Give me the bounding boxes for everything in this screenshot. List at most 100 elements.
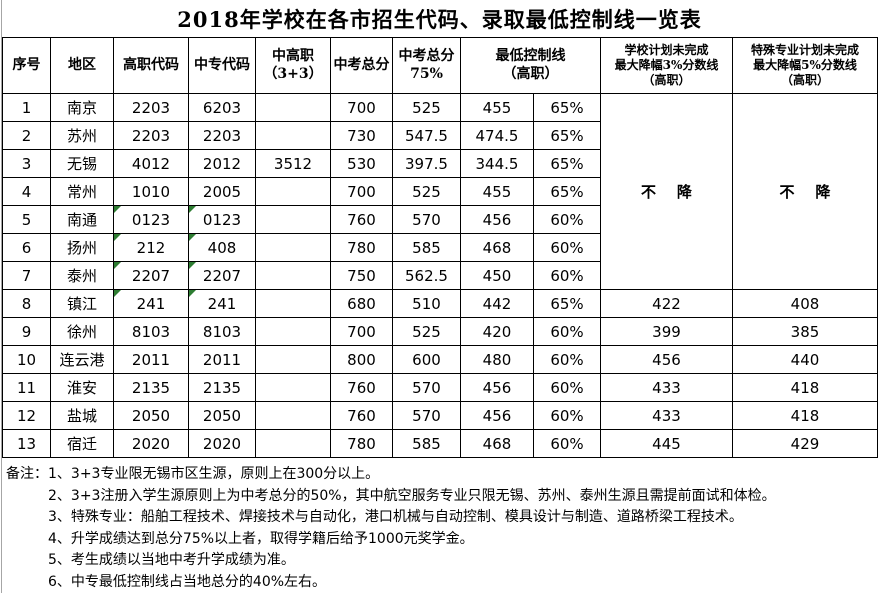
cell-special-plan-line: 418 bbox=[732, 373, 878, 402]
cell-zhongkao-total: 730 bbox=[330, 121, 393, 150]
cell-min-control-line: 344.5 bbox=[460, 149, 534, 178]
cell-min-control-pct: 65% bbox=[533, 121, 601, 150]
cell-zhonggaozhi bbox=[255, 429, 331, 458]
error-indicator-triangle bbox=[189, 206, 196, 213]
cell-gaozhi-code: 4012 bbox=[113, 149, 189, 178]
cell-zhongkao-75: 600 bbox=[392, 345, 461, 374]
cell-gaozhi-code: 2020 bbox=[113, 429, 189, 458]
error-indicator-triangle bbox=[189, 234, 196, 241]
cell-min-control-pct: 60% bbox=[533, 345, 601, 374]
header-index: 序号 bbox=[2, 37, 51, 94]
cell-zhongkao-75: 397.5 bbox=[392, 149, 461, 178]
cell-min-control-pct: 65% bbox=[533, 93, 601, 122]
cell-zhongkao-75: 510 bbox=[392, 289, 461, 318]
table-row: 5 南通 0123 0123 760 570 456 60% bbox=[2, 205, 878, 234]
table-row: 3 无锡 4012 2012 3512 530 397.5 344.5 65% bbox=[2, 149, 878, 178]
cell-index: 6 bbox=[2, 233, 51, 262]
header-zhongkao-75: 中考总分 75% bbox=[392, 37, 461, 94]
cell-zhonggaozhi bbox=[255, 317, 331, 346]
cell-zhongkao-total: 800 bbox=[330, 345, 393, 374]
error-indicator-triangle bbox=[114, 262, 121, 269]
cell-gaozhi-code: 2203 bbox=[113, 121, 189, 150]
cell-min-control-pct: 60% bbox=[533, 373, 601, 402]
cell-region: 南通 bbox=[50, 205, 114, 234]
cell-min-control-pct: 65% bbox=[533, 177, 601, 206]
cell-min-control-line: 474.5 bbox=[460, 121, 534, 150]
cell-zhongkao-75: 585 bbox=[392, 429, 461, 458]
cell-min-control-pct: 60% bbox=[533, 401, 601, 430]
cell-zhongkao-75: 570 bbox=[392, 373, 461, 402]
cell-zhonggaozhi: 3512 bbox=[255, 149, 331, 178]
header-region: 地区 bbox=[50, 37, 114, 94]
cell-zhongkao-total: 760 bbox=[330, 373, 393, 402]
cell-zhonggaozhi bbox=[255, 93, 331, 122]
notes: 备注：1、3+3专业限无锡市区生源，原则上在300分以上。 2、3+3注册入学生源… bbox=[6, 464, 876, 593]
cell-zhonggaozhi bbox=[255, 289, 331, 318]
cell-region: 镇江 bbox=[50, 289, 114, 318]
note-line: 5、考生成绩以当地中考升学成绩为准。 bbox=[48, 552, 295, 568]
cell-index: 11 bbox=[2, 373, 51, 402]
table-row: 1 南京 2203 6203 700 525 455 65% 不 降 不 降 bbox=[2, 93, 878, 290]
cell-min-control-line: 480 bbox=[460, 345, 534, 374]
cell-no-drop-school: 不 降 bbox=[600, 93, 733, 290]
page-title: 2018年学校在各市招生代码、录取最低控制线一览表 bbox=[177, 6, 702, 32]
cell-min-control-pct: 60% bbox=[533, 429, 601, 458]
cell-index: 3 bbox=[2, 149, 51, 178]
cell-no-drop-special: 不 降 bbox=[732, 93, 878, 290]
cell-zhongzhuan-code: 6203 bbox=[188, 93, 256, 122]
cell-zhongkao-total: 700 bbox=[330, 177, 393, 206]
cell-school-plan-line: 433 bbox=[600, 373, 733, 402]
cell-zhongkao-75: 525 bbox=[392, 317, 461, 346]
cell-index: 1 bbox=[2, 93, 51, 122]
spreadsheet-gridline bbox=[1, 0, 2, 593]
cell-zhongzhuan-code: 2207 bbox=[188, 261, 256, 290]
cell-min-control-line: 468 bbox=[460, 233, 534, 262]
cell-region: 南京 bbox=[50, 93, 114, 122]
table-row: 13 宿迁 2020 2020 780 585 468 60% 445 429 bbox=[2, 429, 878, 458]
header-min-control-line: 最低控制线 （高职） bbox=[460, 37, 601, 94]
cell-zhonggaozhi bbox=[255, 373, 331, 402]
header-school-plan: 学校计划未完成 最大降幅3%分数线 （高职） bbox=[600, 37, 733, 94]
cell-zhongkao-75: 525 bbox=[392, 177, 461, 206]
header-zhonggaozhi: 中高职 （3+3） bbox=[255, 37, 331, 94]
table-body: 1 南京 2203 6203 700 525 455 65% 不 降 不 降 2… bbox=[2, 93, 878, 458]
cell-zhonggaozhi bbox=[255, 261, 331, 290]
table-row: 8 镇江 241 241 680 510 442 65% 422 408 bbox=[2, 289, 878, 318]
cell-special-plan-line: 385 bbox=[732, 317, 878, 346]
note-line: 6、中专最低控制线占当地总分的40%左右。 bbox=[48, 573, 327, 590]
header-zhongkao-total: 中考总分 bbox=[330, 37, 393, 94]
cell-gaozhi-code: 212 bbox=[113, 233, 189, 262]
cell-min-control-pct: 60% bbox=[533, 261, 601, 290]
cell-special-plan-line: 408 bbox=[732, 289, 878, 318]
cell-zhongzhuan-code: 408 bbox=[188, 233, 256, 262]
cell-zhongzhuan-code: 0123 bbox=[188, 205, 256, 234]
cell-region: 苏州 bbox=[50, 121, 114, 150]
cell-zhongkao-total: 700 bbox=[330, 317, 393, 346]
cell-region: 常州 bbox=[50, 177, 114, 206]
cell-zhonggaozhi bbox=[255, 233, 331, 262]
cell-index: 12 bbox=[2, 401, 51, 430]
cell-zhongzhuan-code: 2050 bbox=[188, 401, 256, 430]
cell-gaozhi-code: 1010 bbox=[113, 177, 189, 206]
cell-special-plan-line: 418 bbox=[732, 401, 878, 430]
cell-zhongkao-75: 585 bbox=[392, 233, 461, 262]
cell-gaozhi-code: 2207 bbox=[113, 261, 189, 290]
cell-index: 2 bbox=[2, 121, 51, 150]
cell-index: 7 bbox=[2, 261, 51, 290]
cell-zhongkao-total: 780 bbox=[330, 233, 393, 262]
cell-school-plan-line: 433 bbox=[600, 401, 733, 430]
cell-min-control-line: 450 bbox=[460, 261, 534, 290]
cell-zhongkao-75: 570 bbox=[392, 205, 461, 234]
cell-min-control-line: 455 bbox=[460, 93, 534, 122]
cell-region: 盐城 bbox=[50, 401, 114, 430]
cell-index: 5 bbox=[2, 205, 51, 234]
cell-zhongzhuan-code: 8103 bbox=[188, 317, 256, 346]
note-line: 备注：1、3+3专业限无锡市区生源，原则上在300分以上。 bbox=[6, 466, 380, 482]
cell-special-plan-line: 429 bbox=[732, 429, 878, 458]
cell-min-control-pct: 65% bbox=[533, 289, 601, 318]
cell-gaozhi-code: 8103 bbox=[113, 317, 189, 346]
cell-zhongkao-75: 525 bbox=[392, 93, 461, 122]
cell-min-control-pct: 60% bbox=[533, 317, 601, 346]
cell-zhongzhuan-code: 2135 bbox=[188, 373, 256, 402]
cell-min-control-line: 468 bbox=[460, 429, 534, 458]
